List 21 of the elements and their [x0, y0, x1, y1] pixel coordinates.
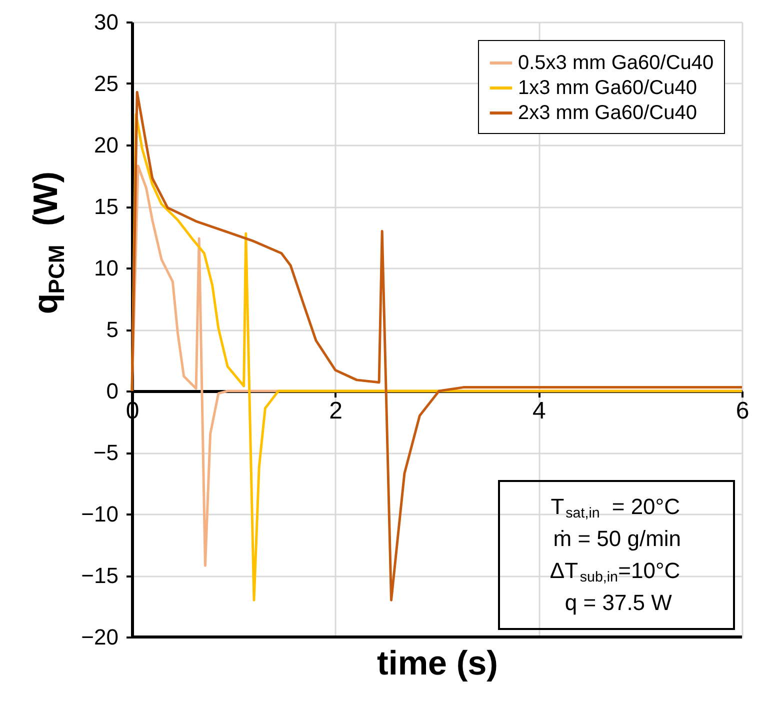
y-tick-label: −5: [93, 440, 118, 465]
y-tick-label: −15: [81, 563, 118, 588]
y-tick-label: 0: [106, 378, 118, 404]
x-tick-label: 4: [532, 398, 546, 424]
y-axis-title: qPCM (W): [27, 171, 70, 314]
x-tick-label: 2: [329, 398, 343, 424]
y-tick-label: 30: [94, 10, 118, 34]
y-tick-label: 25: [94, 71, 118, 96]
y-tick-label: 5: [106, 317, 118, 342]
legend-label: 0.5x3 mm Ga60/Cu40: [518, 52, 714, 74]
y-tick-label: −20: [81, 624, 118, 650]
legend-label: 2x3 mm Ga60/Cu40: [518, 102, 697, 124]
legend-label: 1x3 mm Ga60/Cu40: [518, 77, 697, 99]
annotation: q = 37.5 W: [564, 590, 672, 615]
y-tick-label: −10: [81, 502, 118, 526]
annotation: ṁ = 50 g/min: [553, 526, 682, 551]
x-axis-title: time (s): [377, 644, 498, 682]
y-tick-label: 15: [94, 194, 118, 219]
y-tick-label: 10: [94, 256, 118, 280]
y-tick-label: 20: [94, 132, 118, 158]
x-tick-label: 6: [736, 398, 750, 424]
